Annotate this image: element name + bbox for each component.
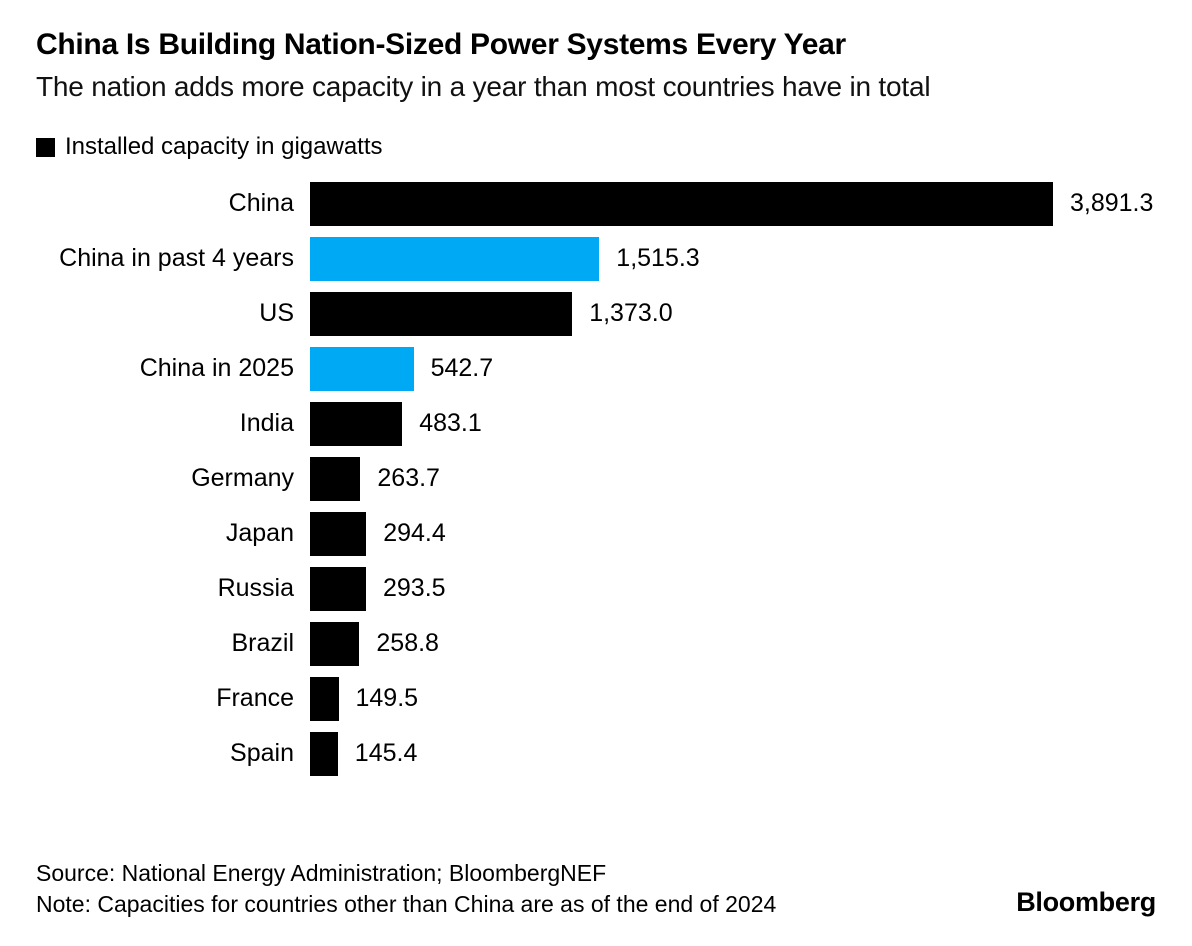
bar-category-label: Spain xyxy=(230,739,294,768)
chart-row: Germany 263.7 xyxy=(36,451,1156,506)
bar-track: 3,891.3 xyxy=(310,181,1156,226)
bar xyxy=(310,181,1053,226)
bar-track: 483.1 xyxy=(310,401,1156,446)
chart-row: Brazil 258.8 xyxy=(36,616,1156,671)
chart-row: Spain 145.4 xyxy=(36,726,1156,781)
bar-value-label: 3,891.3 xyxy=(1070,189,1154,218)
bar-category-label: Brazil xyxy=(231,629,294,658)
chart-row: France 149.5 xyxy=(36,671,1156,726)
bar-category-label: China in 2025 xyxy=(139,354,294,383)
bar-category-label: Japan xyxy=(225,519,294,548)
chart-row: Japan 294.4 xyxy=(36,506,1156,561)
bar-chart: China 3,891.3 China in past 4 years 1,515.3… xyxy=(36,176,1156,781)
bar-value-label: 145.4 xyxy=(354,739,418,768)
chart-row: China in 2025 542.7 xyxy=(36,341,1156,396)
bar xyxy=(310,346,414,391)
bar-value-label: 1,515.3 xyxy=(616,244,700,273)
bar-track: 542.7 xyxy=(310,346,1156,391)
bar-category-label: Russia xyxy=(217,574,294,603)
footnotes: Source: National Energy Administration; … xyxy=(36,858,776,920)
chart-row: India 483.1 xyxy=(36,396,1156,451)
bar-track: 294.4 xyxy=(310,511,1156,556)
bar xyxy=(310,731,338,776)
bar-value-label: 263.7 xyxy=(377,464,440,493)
chart-row: China in past 4 years 1,515.3 xyxy=(36,231,1156,286)
bar xyxy=(310,621,360,666)
bar-track: 1,515.3 xyxy=(310,236,1156,281)
bar-category-label: China xyxy=(228,189,294,218)
bar-track: 145.4 xyxy=(310,731,1156,776)
chart-row: China 3,891.3 xyxy=(36,176,1156,231)
chart-footer: Source: National Energy Administration; … xyxy=(36,858,1156,920)
chart-row: US 1,373.0 xyxy=(36,286,1156,341)
bar-track: 258.8 xyxy=(310,621,1156,666)
bar-value-label: 1,373.0 xyxy=(589,299,673,328)
chart-subtitle: The nation adds more capacity in a year … xyxy=(36,70,931,102)
chart-title: China Is Building Nation-Sized Power Sys… xyxy=(36,28,846,61)
bar-track: 149.5 xyxy=(310,676,1156,721)
bar-category-label: France xyxy=(216,684,294,713)
bar-value-label: 542.7 xyxy=(430,354,494,383)
bar-value-label: 293.5 xyxy=(383,574,446,603)
bar-track: 1,373.0 xyxy=(310,291,1156,336)
legend: Installed capacity in gigawatts xyxy=(36,133,1156,161)
bar xyxy=(310,676,339,721)
legend-label: Installed capacity in gigawatts xyxy=(65,133,383,161)
bar xyxy=(310,236,600,281)
bar-category-label: China in past 4 years xyxy=(59,244,294,273)
bar xyxy=(310,401,403,446)
bar-value-label: 294.4 xyxy=(383,519,446,548)
bar-category-label: US xyxy=(259,299,294,328)
bar xyxy=(310,566,366,611)
bar-value-label: 258.8 xyxy=(376,629,439,658)
bar-track: 263.7 xyxy=(310,456,1156,501)
chart-row: Russia 293.5 xyxy=(36,561,1156,616)
bar xyxy=(310,456,361,501)
bar-category-label: India xyxy=(239,409,294,438)
source-note: Source: National Energy Administration; … xyxy=(36,860,607,886)
bar xyxy=(310,291,573,336)
bar-track: 293.5 xyxy=(310,566,1156,611)
legend-swatch-icon xyxy=(36,137,55,157)
bar-category-label: Germany xyxy=(191,464,294,493)
bar-value-label: 483.1 xyxy=(419,409,482,438)
bar xyxy=(310,511,367,556)
bloomberg-logo: Bloomberg xyxy=(1016,887,1156,917)
bar-value-label: 149.5 xyxy=(355,684,419,713)
data-note: Note: Capacities for countries other tha… xyxy=(36,891,777,917)
